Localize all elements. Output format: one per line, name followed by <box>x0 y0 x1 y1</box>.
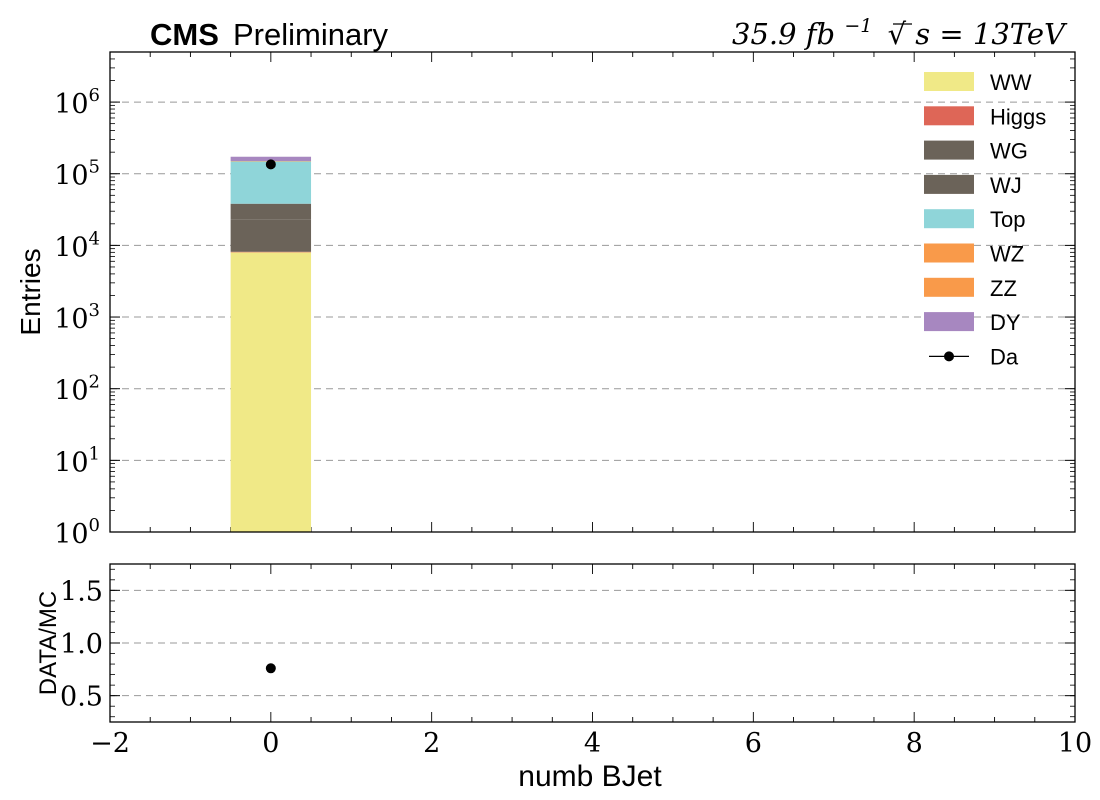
legend-label: WZ <box>990 242 1024 267</box>
legend-label: ZZ <box>990 276 1017 301</box>
legend-label: WW <box>990 70 1032 95</box>
svg-text:35.9 fb −1 √: 35.9 fb −1 √ s = 13TeV <box>732 5 1068 51</box>
bar-segment-dy <box>230 156 312 161</box>
bar-segment-wj <box>230 203 312 220</box>
main-y-tick-label: 104 <box>54 228 100 263</box>
x-tick-label: 8 <box>906 728 923 759</box>
legend-swatch-higgs <box>924 106 974 126</box>
legend-swatch-dy <box>924 312 974 332</box>
ratio-points <box>265 663 276 674</box>
x-tick-labels: −2 0 2 4 6 8 10 <box>90 728 1092 759</box>
ratio-plot-panel: 0.5 1.0 1.5 −2 0 2 4 6 8 10 DATA/MC numb BJet <box>35 563 1092 793</box>
x-axis-label: numb BJet <box>518 760 662 793</box>
ratio-y-axis-label: DATA/MC <box>35 591 62 695</box>
legend-label: Da <box>990 344 1019 369</box>
legend-label: DY <box>990 310 1021 335</box>
ratio-point <box>265 663 276 674</box>
energy-text: s = 13TeV <box>915 17 1068 51</box>
main-y-tick-labels: 100 101 102 103 104 105 106 <box>54 85 100 550</box>
ratio-y-tick-label: 0.5 <box>60 682 103 713</box>
legend-label: WG <box>990 139 1028 164</box>
legend-swatch-wz <box>924 243 974 263</box>
main-y-tick-label: 101 <box>54 443 100 478</box>
ratio-y-tick-label: 1.5 <box>60 576 103 607</box>
data-point <box>265 159 276 170</box>
x-tick-label: 2 <box>423 728 440 759</box>
legend-data-marker <box>944 351 954 362</box>
legend-swatch-zz <box>924 277 974 297</box>
main-y-tick-label: 105 <box>54 157 100 192</box>
main-y-tick-label: 103 <box>54 300 100 335</box>
x-tick-label: 4 <box>584 728 601 759</box>
preliminary-label: Preliminary <box>233 17 389 52</box>
sqrt-symbol: √ <box>888 17 907 51</box>
legend: WW Higgs WG WJ Top WZ ZZ DY Da <box>924 70 1046 369</box>
main-y-axis-label: Entries <box>15 248 46 335</box>
stacked-bars <box>230 156 312 532</box>
main-plot-frame <box>109 51 1076 533</box>
cms-label: CMS <box>150 17 219 52</box>
main-plot-panel: 100 101 102 103 104 105 106 Entries <box>15 51 1076 550</box>
legend-swatch-wg <box>924 140 974 160</box>
x-tick-label: 6 <box>745 728 762 759</box>
lumi-unit: fb <box>804 17 835 51</box>
legend-swatch-top <box>924 209 974 229</box>
data-points <box>265 159 276 170</box>
legend-label: WJ <box>990 173 1022 198</box>
main-y-tick-label: 100 <box>54 515 100 550</box>
legend-label: Top <box>990 207 1025 232</box>
luminosity-label: 35.9 fb −1 √ s = 13TeV <box>732 5 1068 51</box>
ratio-y-tick-labels: 0.5 1.0 1.5 <box>60 576 103 712</box>
legend-swatch-ww <box>924 72 974 91</box>
ratio-gridlines <box>110 568 1075 718</box>
bar-segment-ww <box>230 252 312 532</box>
main-y-tick-label: 102 <box>54 372 100 407</box>
lumi-exponent: −1 <box>844 15 872 37</box>
x-tick-label: 0 <box>262 728 279 759</box>
main-y-tick-label: 106 <box>54 85 100 120</box>
x-tick-label: −2 <box>90 728 130 759</box>
bar-segment-higgs <box>230 251 312 253</box>
legend-label: Higgs <box>990 104 1046 129</box>
ratio-y-tick-label: 1.0 <box>60 629 103 660</box>
legend-swatch-wj <box>924 174 974 194</box>
ratio-plot-frame <box>109 563 1076 723</box>
bar-segment-wg <box>230 219 312 252</box>
lumi-value: 35.9 <box>732 17 797 51</box>
x-tick-label: 10 <box>1058 728 1092 759</box>
